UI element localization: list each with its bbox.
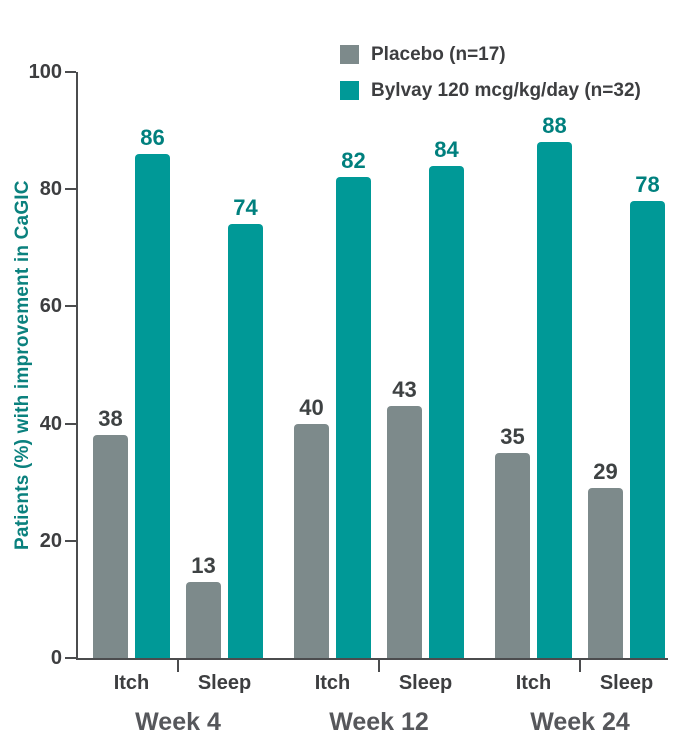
x-category-label-week4-itch: Itch <box>113 672 150 694</box>
y-tick-label-40: 40 <box>39 412 62 435</box>
value-label-placebo-week4-itch: 38 <box>98 406 123 431</box>
y-tick-label-20: 20 <box>39 529 62 552</box>
bar-placebo-week24-itch <box>495 453 530 658</box>
value-label-placebo-week24-sleep: 29 <box>593 459 618 484</box>
value-label-bylvay-week4-sleep: 74 <box>233 195 258 220</box>
x-category-label-week24-sleep: Sleep <box>599 672 654 694</box>
x-tick-separator-week12 <box>378 660 380 672</box>
value-label-placebo-week12-itch: 40 <box>299 395 324 420</box>
y-tick-mark-100 <box>65 71 76 73</box>
value-label-placebo-week12-sleep: 43 <box>392 377 417 402</box>
week-label-week24: Week 24 <box>530 708 630 736</box>
y-tick-mark-60 <box>65 305 76 308</box>
x-axis-line <box>76 658 668 660</box>
legend-item-bylvay: Bylvay 120 mcg/kg/day (n=32) <box>340 79 641 101</box>
bar-placebo-week12-itch <box>294 424 329 658</box>
bar-bylvay-week12-itch <box>336 177 371 658</box>
x-tick-separator-week24 <box>579 660 581 672</box>
plot-area: 38 86 13 74 40 82 43 84 35 88 29 78 <box>76 72 668 660</box>
y-tick-label-100: 100 <box>28 61 62 83</box>
bar-bylvay-week24-itch <box>537 142 572 658</box>
value-label-bylvay-week24-itch: 88 <box>542 113 567 138</box>
y-axis-title: Patients (%) with improvement in CaGIC <box>12 180 33 550</box>
y-tick-mark-80 <box>65 188 76 191</box>
week-label-week4: Week 4 <box>135 708 221 736</box>
y-tick-label-60: 60 <box>39 295 62 318</box>
legend-label-placebo: Placebo (n=17) <box>371 43 506 65</box>
y-tick-label-80: 80 <box>39 178 62 201</box>
legend-label-bylvay: Bylvay 120 mcg/kg/day (n=32) <box>371 79 641 101</box>
bar-placebo-week4-sleep <box>186 582 221 658</box>
y-axis-line <box>76 72 78 660</box>
bylvay-swatch <box>340 81 359 100</box>
placebo-swatch <box>340 45 359 64</box>
bar-bylvay-week4-itch <box>135 154 170 658</box>
bar-bylvay-week4-sleep <box>228 224 263 658</box>
bar-placebo-week12-sleep <box>387 406 422 658</box>
value-label-placebo-week24-itch: 35 <box>500 424 525 449</box>
bar-placebo-week4-itch <box>93 435 128 658</box>
y-tick-mark-20 <box>65 539 76 542</box>
x-category-label-week12-itch: Itch <box>314 672 351 694</box>
week-label-week12: Week 12 <box>329 708 429 736</box>
value-label-bylvay-week12-sleep: 84 <box>434 137 459 162</box>
legend: Placebo (n=17) Bylvay 120 mcg/kg/day (n=… <box>340 43 641 117</box>
bar-bylvay-week12-sleep <box>429 166 464 658</box>
legend-item-placebo: Placebo (n=17) <box>340 43 641 65</box>
y-tick-mark-0 <box>65 657 76 659</box>
value-label-placebo-week4-sleep: 13 <box>191 553 216 578</box>
value-label-bylvay-week12-itch: 82 <box>341 148 366 173</box>
bar-bylvay-week24-sleep <box>630 201 665 658</box>
y-tick-label-0: 0 <box>50 647 62 669</box>
x-tick-separator-week4 <box>177 660 179 672</box>
x-category-label-week24-itch: Itch <box>515 672 552 694</box>
value-label-bylvay-week24-sleep: 78 <box>635 172 660 197</box>
x-category-label-week4-sleep: Sleep <box>197 672 252 694</box>
x-category-label-week12-sleep: Sleep <box>398 672 453 694</box>
bar-placebo-week24-sleep <box>588 488 623 658</box>
value-label-bylvay-week4-itch: 86 <box>140 125 165 150</box>
y-tick-mark-40 <box>65 422 76 425</box>
